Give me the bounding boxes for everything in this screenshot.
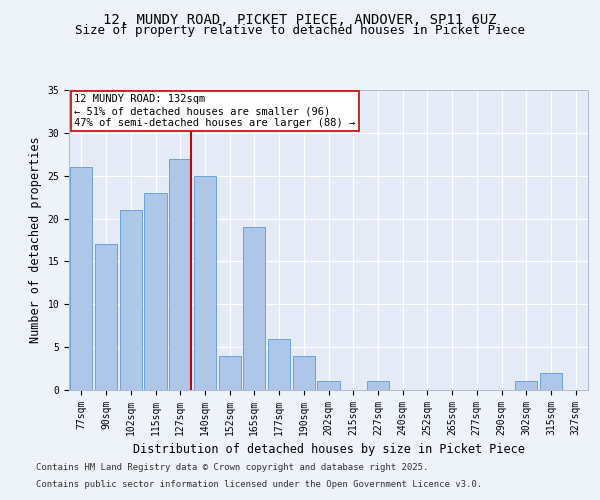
Bar xyxy=(169,158,191,390)
Bar xyxy=(70,167,92,390)
Bar xyxy=(540,373,562,390)
Bar xyxy=(268,338,290,390)
Bar xyxy=(243,227,265,390)
Bar xyxy=(218,356,241,390)
Text: 12, MUNDY ROAD, PICKET PIECE, ANDOVER, SP11 6UZ: 12, MUNDY ROAD, PICKET PIECE, ANDOVER, S… xyxy=(103,12,497,26)
Bar xyxy=(293,356,315,390)
Text: Contains HM Land Registry data © Crown copyright and database right 2025.: Contains HM Land Registry data © Crown c… xyxy=(36,464,428,472)
Bar xyxy=(95,244,117,390)
Bar xyxy=(367,382,389,390)
Bar xyxy=(515,382,538,390)
Bar xyxy=(145,193,167,390)
Bar xyxy=(194,176,216,390)
Text: 12 MUNDY ROAD: 132sqm
← 51% of detached houses are smaller (96)
47% of semi-deta: 12 MUNDY ROAD: 132sqm ← 51% of detached … xyxy=(74,94,355,128)
X-axis label: Distribution of detached houses by size in Picket Piece: Distribution of detached houses by size … xyxy=(133,444,524,456)
Text: Size of property relative to detached houses in Picket Piece: Size of property relative to detached ho… xyxy=(75,24,525,37)
Bar xyxy=(317,382,340,390)
Bar xyxy=(119,210,142,390)
Text: Contains public sector information licensed under the Open Government Licence v3: Contains public sector information licen… xyxy=(36,480,482,489)
Y-axis label: Number of detached properties: Number of detached properties xyxy=(29,136,42,344)
